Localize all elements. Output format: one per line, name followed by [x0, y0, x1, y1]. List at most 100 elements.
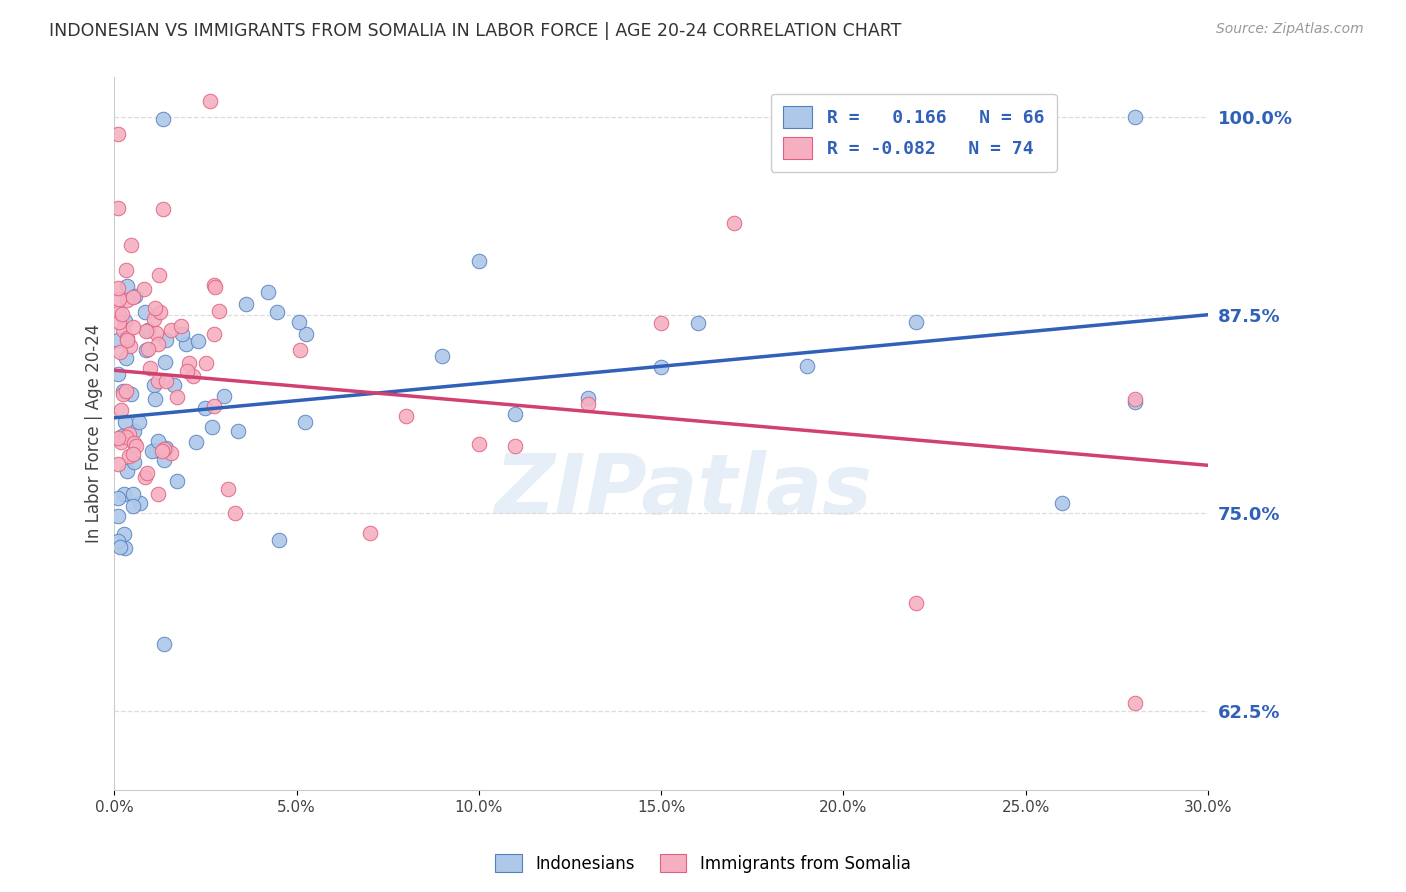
Point	[143, 301, 166, 315]
Point	[122, 500, 145, 514]
Point	[141, 444, 163, 458]
Point	[114, 415, 136, 429]
Point	[796, 359, 818, 373]
Point	[110, 428, 132, 442]
Point	[266, 304, 288, 318]
Point	[184, 435, 207, 450]
Point	[198, 94, 221, 108]
Point	[395, 409, 418, 424]
Point	[135, 343, 157, 357]
Point	[1050, 496, 1073, 510]
Point	[118, 450, 141, 464]
Point	[153, 442, 176, 457]
Point	[118, 426, 141, 441]
Point	[124, 436, 146, 450]
Point	[432, 350, 454, 364]
Point	[107, 315, 129, 329]
Point	[576, 397, 599, 411]
Point	[143, 392, 166, 406]
Point	[160, 324, 183, 338]
Point	[107, 457, 129, 471]
Point	[176, 364, 198, 378]
Point	[136, 323, 159, 337]
Point	[136, 342, 159, 356]
Point	[468, 253, 491, 268]
Point	[201, 419, 224, 434]
Point	[905, 316, 928, 330]
Point	[650, 360, 672, 375]
Point	[194, 401, 217, 415]
Point	[208, 303, 231, 318]
Point	[122, 425, 145, 439]
Point	[148, 337, 170, 351]
Point	[107, 491, 129, 505]
Point	[187, 334, 209, 348]
Point	[115, 263, 138, 277]
Point	[1123, 392, 1146, 407]
Point	[107, 367, 129, 381]
Point	[111, 307, 134, 321]
Point	[146, 434, 169, 448]
Point	[155, 333, 177, 347]
Point	[134, 469, 156, 483]
Point	[114, 314, 136, 328]
Point	[107, 533, 129, 548]
Point	[117, 331, 139, 345]
Point	[153, 453, 176, 467]
Point	[132, 282, 155, 296]
Text: Source: ZipAtlas.com: Source: ZipAtlas.com	[1216, 22, 1364, 37]
Point	[107, 280, 129, 294]
Point	[117, 464, 139, 478]
Point	[107, 292, 129, 306]
Point	[134, 305, 156, 319]
Point	[114, 384, 136, 398]
Point	[107, 333, 129, 347]
Point	[115, 293, 138, 307]
Point	[1123, 696, 1146, 710]
Legend: Indonesians, Immigrants from Somalia: Indonesians, Immigrants from Somalia	[489, 847, 917, 880]
Point	[111, 323, 134, 337]
Point	[176, 336, 198, 351]
Point	[128, 415, 150, 429]
Point	[114, 541, 136, 555]
Point	[468, 437, 491, 451]
Point	[108, 345, 131, 359]
Point	[146, 374, 169, 388]
Point	[150, 444, 173, 458]
Point	[576, 391, 599, 405]
Point	[112, 486, 135, 500]
Point	[295, 326, 318, 341]
Point	[152, 202, 174, 217]
Point	[155, 374, 177, 388]
Point	[163, 377, 186, 392]
Point	[107, 127, 129, 141]
Point	[114, 351, 136, 365]
Point	[149, 305, 172, 319]
Point	[115, 430, 138, 444]
Point	[287, 314, 309, 328]
Point	[1123, 395, 1146, 409]
Point	[204, 280, 226, 294]
Point	[120, 238, 142, 252]
Point	[115, 333, 138, 347]
Point	[108, 541, 131, 555]
Point	[160, 446, 183, 460]
Point	[148, 268, 170, 283]
Point	[294, 415, 316, 429]
Point	[143, 442, 166, 457]
Point	[170, 327, 193, 342]
Point	[121, 446, 143, 460]
Point	[107, 431, 129, 445]
Point	[235, 297, 257, 311]
Point	[107, 201, 129, 215]
Point	[181, 369, 204, 384]
Point	[139, 361, 162, 376]
Point	[111, 384, 134, 399]
Legend: R =   0.166   N = 66, R = -0.082   N = 74: R = 0.166 N = 66, R = -0.082 N = 74	[770, 94, 1057, 172]
Point	[129, 496, 152, 510]
Point	[204, 400, 226, 414]
Point	[153, 355, 176, 369]
Point	[267, 533, 290, 547]
Point	[256, 285, 278, 300]
Point	[121, 290, 143, 304]
